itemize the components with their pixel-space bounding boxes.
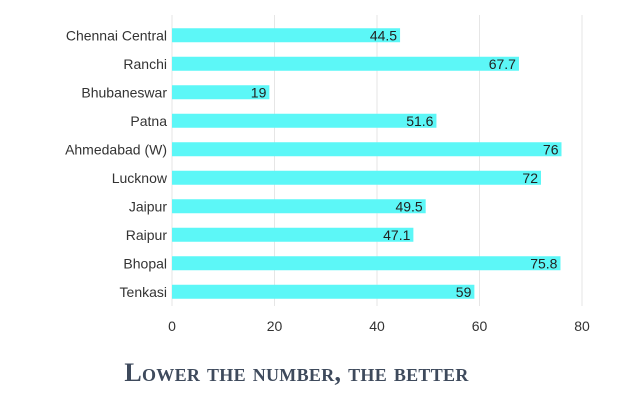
bar bbox=[172, 113, 437, 128]
x-tick-label: 80 bbox=[574, 318, 590, 334]
value-label: 67.7 bbox=[489, 56, 516, 72]
value-label: 44.5 bbox=[370, 27, 397, 43]
category-label: Bhopal bbox=[123, 255, 167, 271]
bar bbox=[172, 227, 414, 242]
bar bbox=[172, 56, 519, 71]
x-tick-label: 60 bbox=[472, 318, 488, 334]
category-label: Raipur bbox=[126, 227, 168, 243]
value-label: 19 bbox=[251, 84, 267, 100]
category-label: Jaipur bbox=[129, 198, 167, 214]
category-label: Chennai Central bbox=[66, 27, 167, 43]
category-label: Tenkasi bbox=[120, 284, 167, 300]
value-label: 72 bbox=[522, 170, 538, 186]
bar bbox=[172, 256, 561, 271]
category-label: Ahmedabad (W) bbox=[65, 141, 167, 157]
category-label: Patna bbox=[130, 113, 167, 129]
bar bbox=[172, 170, 541, 185]
bar bbox=[172, 28, 401, 43]
x-tick-label: 20 bbox=[267, 318, 283, 334]
category-label: Lucknow bbox=[112, 170, 168, 186]
chart-caption: Lower the number, the better bbox=[124, 358, 469, 387]
bar bbox=[172, 284, 475, 299]
value-label: 75.8 bbox=[530, 255, 557, 271]
bar bbox=[172, 142, 562, 157]
x-tick-label: 40 bbox=[369, 318, 385, 334]
bar bbox=[172, 199, 426, 214]
category-label: Bhubaneswar bbox=[81, 84, 167, 100]
value-label: 51.6 bbox=[406, 113, 433, 129]
value-label: 47.1 bbox=[383, 227, 410, 243]
value-label: 76 bbox=[543, 141, 559, 157]
value-label: 59 bbox=[456, 284, 472, 300]
x-tick-label: 0 bbox=[168, 318, 176, 334]
value-label: 49.5 bbox=[395, 198, 422, 214]
category-label: Ranchi bbox=[123, 56, 167, 72]
bar bbox=[172, 85, 270, 100]
